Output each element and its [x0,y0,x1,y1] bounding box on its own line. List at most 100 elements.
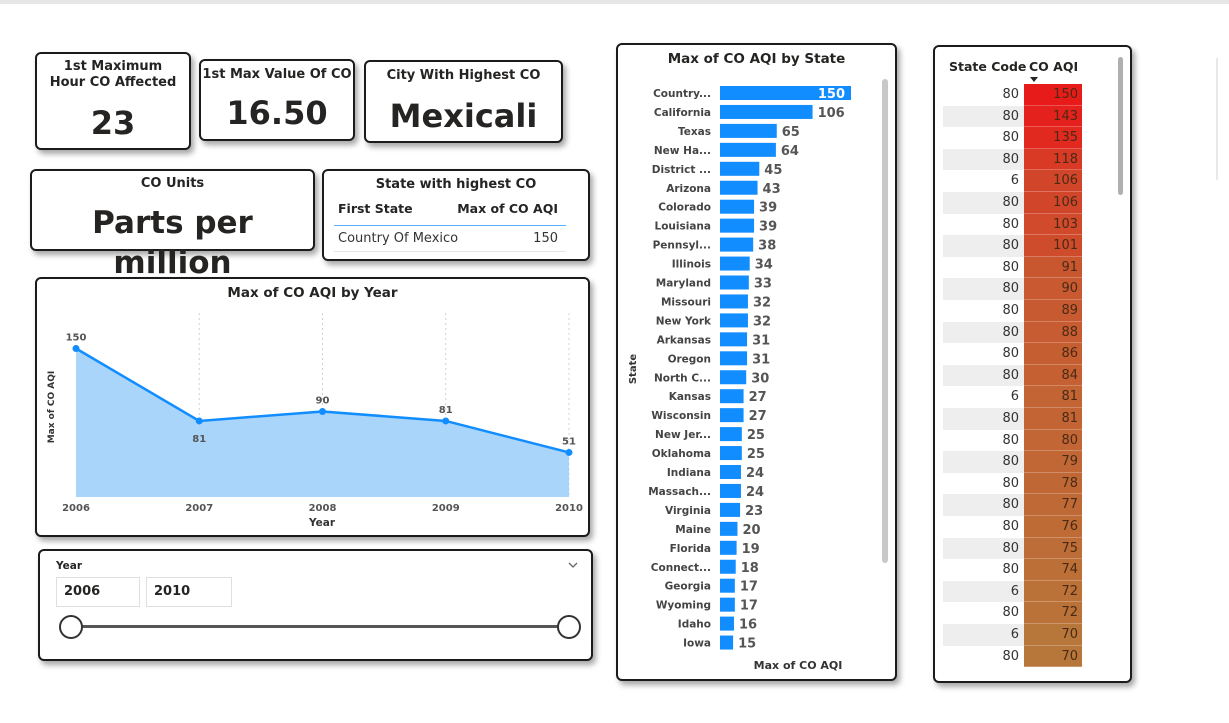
table-title: State with highest CO [375,177,537,192]
cell-state-code: 80 [943,364,1024,387]
y-tick-label: California [654,107,711,119]
y-tick-label: Pennsyl... [653,240,711,252]
data-label: 24 [746,485,764,500]
cell-co-aqi: 72 [1024,602,1082,624]
y-tick-label: Wyoming [656,600,711,612]
cell-co-aqi: 81 [1024,386,1082,408]
table-row: 80 74 [943,559,1083,581]
table-row: 80 135 [943,127,1083,149]
y-tick-label: Maryland [656,278,711,290]
cell-state-code: 80 [943,213,1024,236]
state-code-table: State Code CO AQI 80 150 80 143 80 135 80 118 6 1… [933,45,1132,683]
table-row: 80 75 [943,537,1083,560]
scrollbar[interactable] [882,79,888,563]
x-tick-label: 2006 [62,503,90,514]
slicer-end-input[interactable]: 2010 [146,577,232,607]
table-row: 80 91 [943,256,1083,279]
slicer-start-input[interactable]: 2006 [56,577,140,607]
table-row: 6 106 [943,170,1083,192]
data-label: 64 [781,144,799,159]
bar [720,104,813,119]
y-axis-label: Max of CO AQI [47,371,57,444]
column-header-max-co-aqi[interactable]: Max of CO AQI [457,201,558,216]
cell-state-code: 6 [943,170,1024,192]
data-label: 31 [752,333,770,348]
cell-co-aqi: 89 [1024,300,1082,322]
bar [720,408,744,423]
data-label: 81 [439,405,453,416]
column-header-first-state[interactable]: First State [338,201,413,216]
table-row: 80 84 [943,364,1083,387]
table-row: 80 106 [943,192,1083,214]
bar [720,483,741,498]
area-fill [76,348,569,497]
y-tick-label: Arkansas [657,334,711,346]
table-row: 80 89 [943,300,1083,322]
table-row: 80 103 [943,213,1083,236]
table-row: 80 86 [943,343,1083,365]
cell-co-aqi: 86 [1024,343,1082,365]
chart-title: Max of CO AQI by Year [227,285,398,301]
bar [720,256,750,271]
state-highest-table: State with highest CO First State Max of… [322,169,590,261]
y-tick-label: North C... [654,372,711,384]
data-label: 38 [758,239,776,254]
cell-co-aqi: 74 [1024,559,1082,581]
kpi-value: 23 [90,104,136,142]
data-label: 25 [747,447,765,462]
bar [720,86,851,100]
scrollbar[interactable] [1118,57,1123,195]
y-tick-label: New Jer... [655,429,711,441]
kpi-card-city: City With Highest CO Mexicali [364,60,563,143]
kpi-card-max-value: 1st Max Value Of CO 16.50 [199,59,355,141]
y-tick-label: Connect... [651,562,711,574]
cell-state-code: 80 [943,105,1024,128]
kpi-label: 1st Max Value Of CO [202,67,352,82]
sort-descending-icon[interactable] [1029,77,1039,83]
table-row: 80 81 [943,408,1083,430]
cell-state-code: 80 [943,300,1024,322]
table-row-divider [334,251,566,252]
cell-state-code: 6 [943,624,1024,646]
y-tick-label: Illinois [672,259,711,271]
cell-co-aqi: 77 [1024,494,1082,516]
cell-state-code: 80 [943,537,1024,560]
bar [720,521,738,536]
cell-state-code: 80 [943,127,1024,149]
cell-co-aqi: 103 [1024,213,1082,236]
bar [720,180,758,195]
bar [720,389,744,404]
kpi-label: CO Units [140,176,205,191]
data-point [319,408,326,415]
table-row: 80 88 [943,321,1083,344]
cell-co-aqi: 76 [1024,516,1082,538]
data-label: 106 [818,106,845,121]
y-tick-label: New Ha... [654,145,711,157]
bar [720,597,735,612]
cell-co-aqi: 70 [1024,645,1082,668]
kpi-value: Parts per million [92,205,253,281]
slider-track[interactable] [70,625,570,628]
data-label: 32 [753,295,771,310]
slider-handle-end[interactable] [557,615,581,639]
slider-handle-start[interactable] [59,615,83,639]
x-tick-label: 2009 [432,503,460,514]
cell-state-code: 6 [943,580,1024,603]
data-label: 16 [739,618,757,633]
table-row: 80 76 [943,516,1083,538]
table-cell-value: 150 [533,231,558,246]
x-tick-label: 2008 [309,503,337,514]
bar [720,161,760,176]
cell-co-aqi: 90 [1024,278,1082,300]
cell-co-aqi: 118 [1024,148,1082,171]
year-slicer: Year 2006 2010 [38,549,593,661]
data-label: 45 [764,163,782,178]
x-tick-label: 2007 [185,503,213,514]
cell-state-code: 80 [943,84,1024,106]
chevron-down-icon[interactable] [567,560,579,570]
table-row: 80 80 [943,429,1083,452]
column-header-state-code[interactable]: State Code [949,59,1027,74]
column-header-co-aqi[interactable]: CO AQI [1029,59,1079,74]
cell-state-code: 80 [943,559,1024,581]
y-tick-label: Country... [653,88,711,100]
